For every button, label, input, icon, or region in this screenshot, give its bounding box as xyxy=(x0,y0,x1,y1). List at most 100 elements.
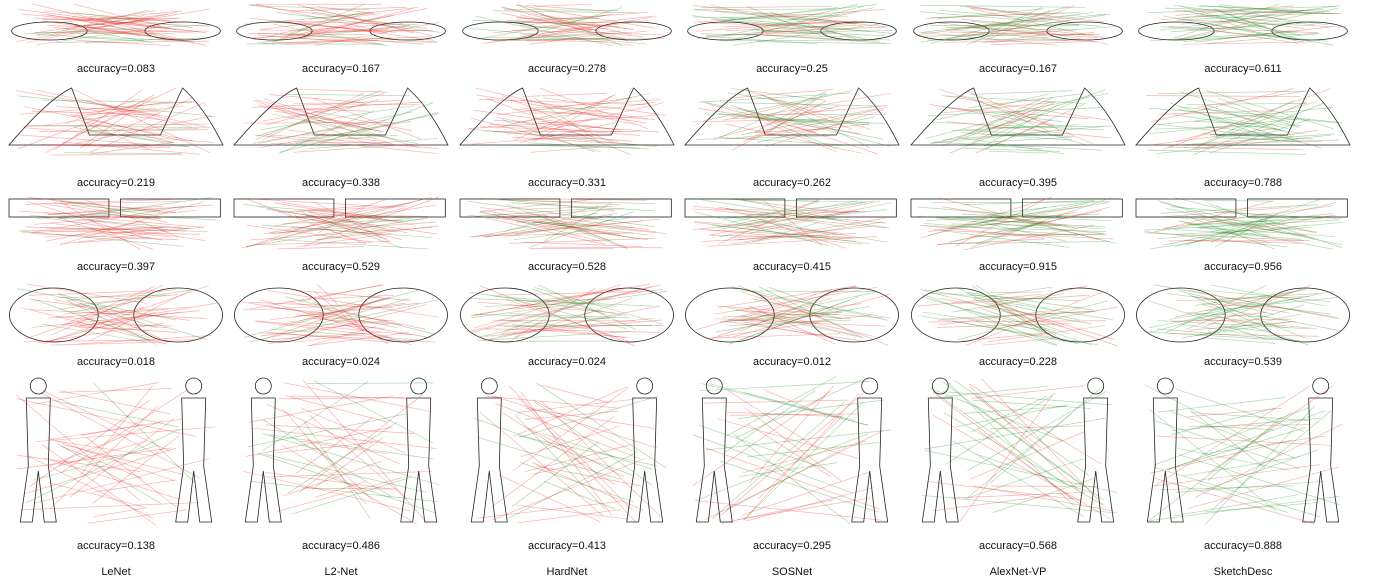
accuracy-label: accuracy=0.219 xyxy=(77,177,155,189)
match-line xyxy=(265,454,427,492)
match-line xyxy=(485,329,659,333)
match-line xyxy=(93,507,147,516)
page: accuracy=0.083accuracy=0.167accuracy=0.2… xyxy=(0,0,1382,581)
match-line xyxy=(520,396,658,437)
accuracy-label: accuracy=0.888 xyxy=(1204,540,1282,552)
match-line xyxy=(1167,428,1306,470)
method-label: L2-Net xyxy=(324,566,357,578)
match-line xyxy=(525,411,619,420)
accuracy-label: accuracy=0.024 xyxy=(302,356,380,368)
match-line xyxy=(544,481,616,509)
match-line xyxy=(50,406,157,508)
accuracy-label: accuracy=0.415 xyxy=(753,261,831,273)
match-line xyxy=(695,501,882,521)
match-line xyxy=(719,286,856,308)
method-label: HardNet xyxy=(547,566,588,578)
accuracy-label: accuracy=0.167 xyxy=(979,63,1057,75)
match-line xyxy=(472,288,619,316)
match-line xyxy=(307,383,433,384)
method-label: LeNet xyxy=(101,566,130,578)
match-line xyxy=(736,380,861,437)
match-line xyxy=(963,225,1094,250)
sketch-outline xyxy=(186,378,202,394)
sketch-pair xyxy=(234,197,445,249)
match-line xyxy=(942,381,1103,500)
match-line xyxy=(1146,96,1301,97)
match-line xyxy=(699,381,870,390)
sketch-outline xyxy=(627,398,663,522)
sketch-pair xyxy=(1139,4,1348,45)
accuracy-label: accuracy=0.024 xyxy=(528,356,606,368)
match-line xyxy=(92,480,176,492)
sketch-pair xyxy=(16,378,215,525)
match-line xyxy=(535,4,593,6)
sketch-outline xyxy=(471,398,507,522)
match-line xyxy=(725,377,837,437)
match-line xyxy=(522,93,606,96)
sketch-outline xyxy=(1147,398,1183,522)
sketch-outline xyxy=(1157,378,1173,394)
sketch-pair xyxy=(237,4,446,46)
sketch-pair xyxy=(243,378,439,524)
accuracy-label: accuracy=0.295 xyxy=(753,540,831,552)
match-line xyxy=(515,8,622,40)
match-line xyxy=(699,425,825,468)
sketch-pair xyxy=(911,197,1122,250)
match-line xyxy=(1174,495,1298,516)
accuracy-label: accuracy=0.568 xyxy=(979,540,1057,552)
match-line xyxy=(487,396,619,408)
match-line xyxy=(696,9,836,10)
accuracy-label: accuracy=0.278 xyxy=(528,63,606,75)
match-line xyxy=(277,246,364,249)
sketch-pair xyxy=(922,378,1117,522)
method-label: AlexNet-VP xyxy=(990,566,1047,578)
sketch-pair xyxy=(685,286,898,346)
accuracy-label: accuracy=0.018 xyxy=(77,356,155,368)
match-line xyxy=(968,35,1095,36)
match-line xyxy=(48,482,143,506)
match-line xyxy=(18,135,149,145)
match-line xyxy=(709,384,868,426)
accuracy-label: accuracy=0.956 xyxy=(1204,261,1282,273)
match-line xyxy=(993,93,1109,116)
match-line xyxy=(523,242,643,246)
match-line xyxy=(1157,91,1310,94)
match-line xyxy=(697,434,869,501)
match-line xyxy=(977,429,1082,505)
match-line xyxy=(260,121,411,147)
accuracy-label: accuracy=0.788 xyxy=(1204,177,1282,189)
sketch-outline xyxy=(30,378,46,394)
match-line xyxy=(724,103,880,107)
match-line xyxy=(64,153,182,154)
accuracy-label: accuracy=0.331 xyxy=(528,177,606,189)
match-line xyxy=(36,427,215,442)
match-line xyxy=(60,388,172,392)
accuracy-label: accuracy=0.25 xyxy=(756,63,828,75)
match-line xyxy=(243,471,410,511)
match-line xyxy=(1197,91,1305,107)
accuracy-label: accuracy=0.915 xyxy=(979,261,1057,273)
match-line xyxy=(960,396,1052,521)
sketch-outline xyxy=(706,378,722,394)
sketch-pair xyxy=(9,88,223,155)
match-line xyxy=(299,285,382,302)
sketch-pair xyxy=(471,378,666,523)
match-line xyxy=(43,100,192,103)
sketch-outline xyxy=(411,378,427,394)
match-line xyxy=(956,137,1065,154)
sketch-pair xyxy=(460,88,674,155)
accuracy-label: accuracy=0.611 xyxy=(1204,63,1281,75)
sketch-outline xyxy=(245,398,281,522)
match-line xyxy=(920,5,1085,7)
match-line xyxy=(1167,147,1303,150)
match-line xyxy=(482,306,660,341)
accuracy-label: accuracy=0.228 xyxy=(979,356,1057,368)
match-line xyxy=(246,427,393,456)
sketch-pair xyxy=(9,197,220,249)
figure: accuracy=0.083accuracy=0.167accuracy=0.2… xyxy=(0,0,1382,581)
match-line xyxy=(729,89,834,98)
sketch-outline xyxy=(481,378,497,394)
method-label: SOSNet xyxy=(772,566,812,578)
sketch-pair xyxy=(234,284,447,346)
method-label: SketchDesc xyxy=(1214,566,1273,578)
